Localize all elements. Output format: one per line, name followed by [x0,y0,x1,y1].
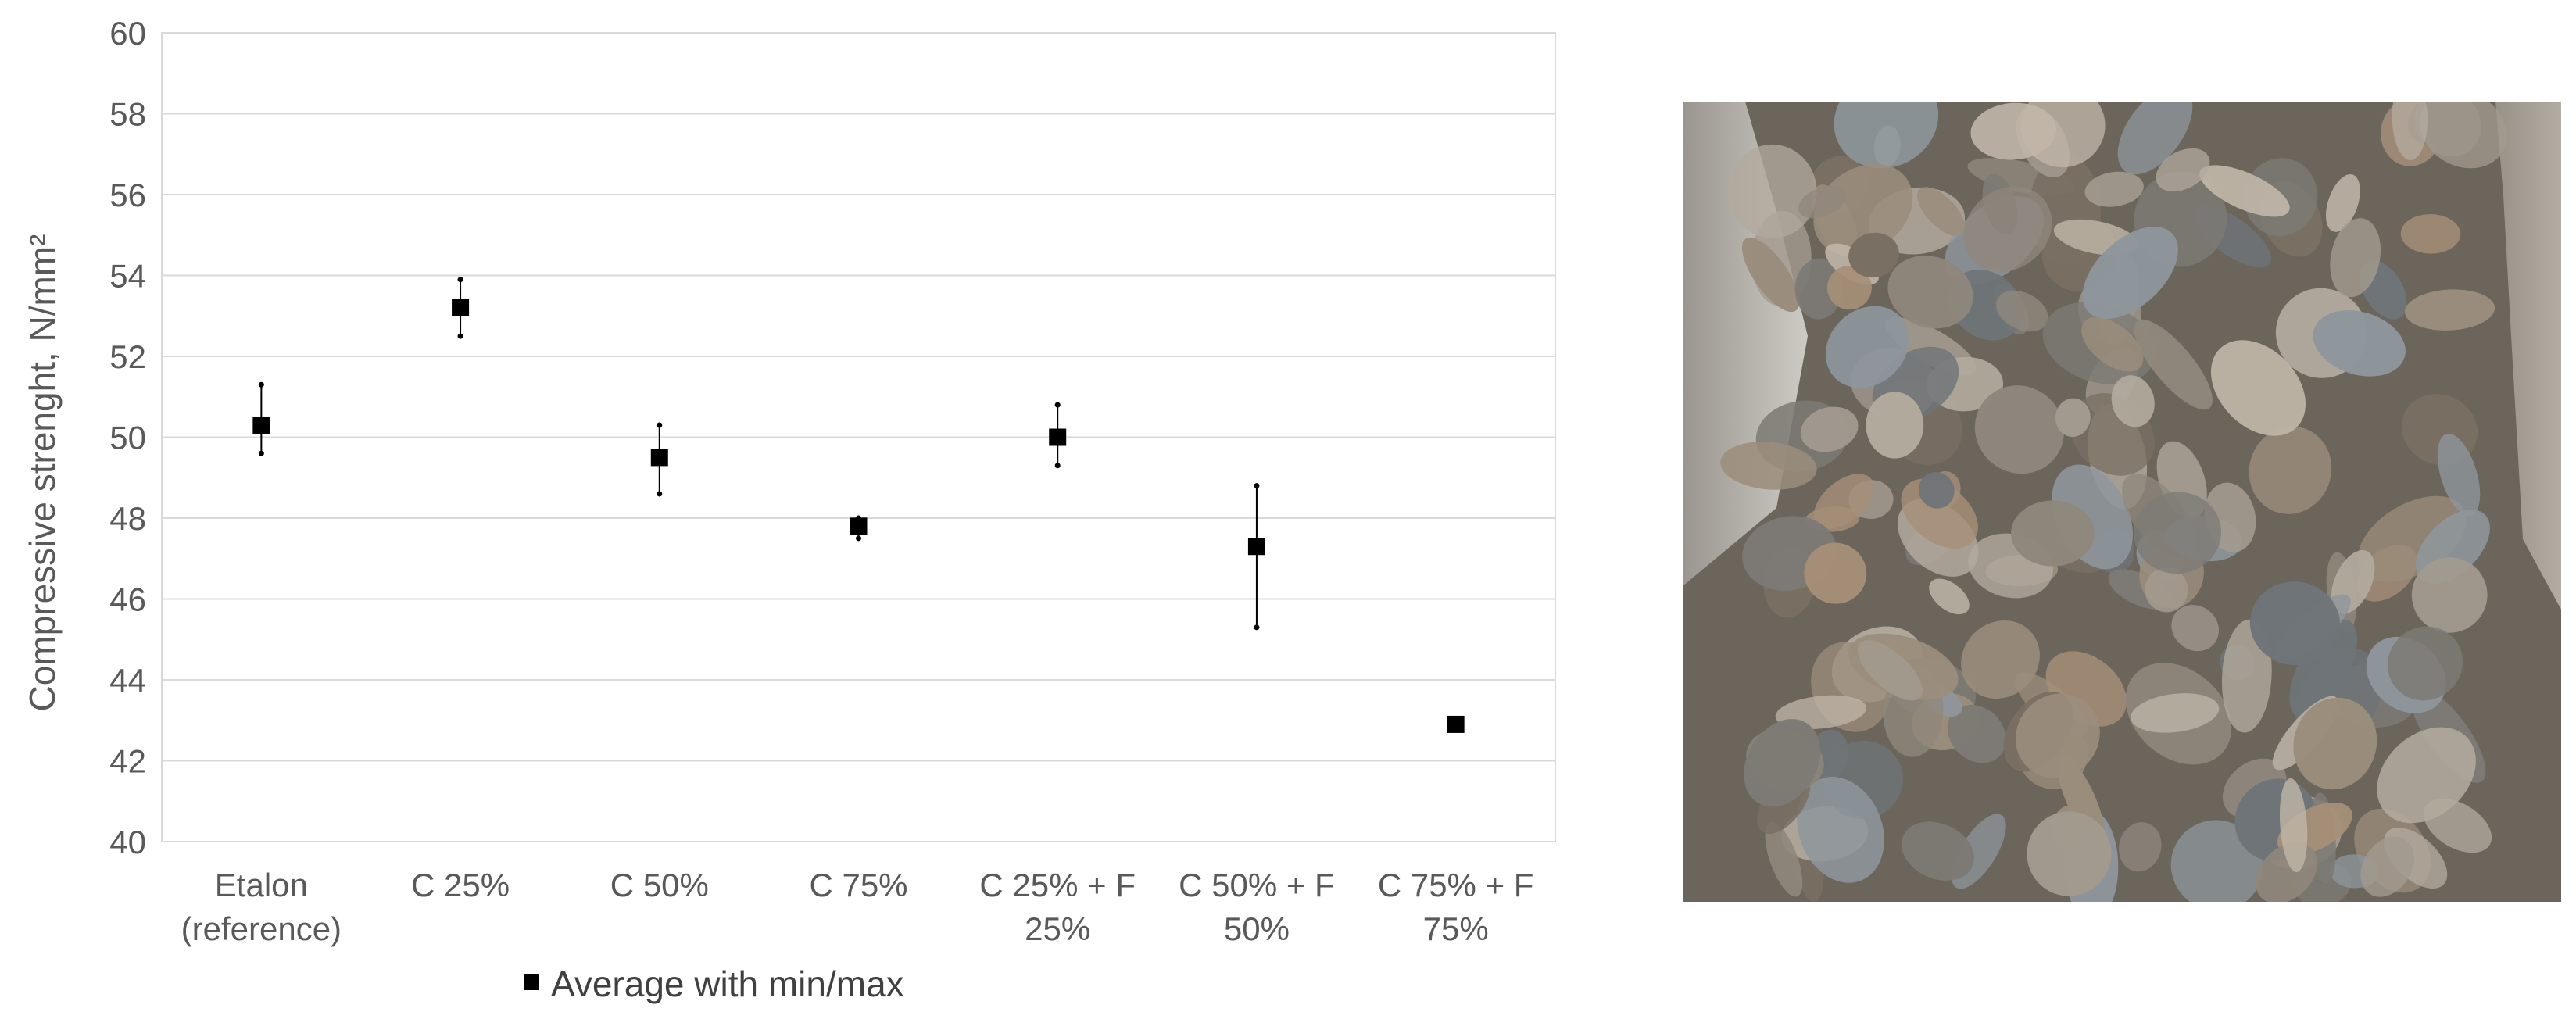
average-marker [252,416,270,434]
x-tick-label: C 50% + F 50% [1179,867,1335,947]
concrete-specimen-photo [1683,102,2561,902]
error-bar-min-cap [457,333,463,339]
legend-label: Average with min/max [551,964,904,1004]
data-point [1247,483,1265,631]
concrete-specimen-image [1683,102,2561,902]
y-tick-label: 52 [109,338,146,375]
average-marker [452,299,470,316]
average-marker [850,517,868,535]
y-tick-label: 56 [109,177,146,213]
error-bar-min-cap [258,450,264,456]
y-tick-label: 54 [109,258,146,295]
x-tick-label: C 25% + F 25% [979,867,1136,947]
x-tick-label: C 75% [809,867,907,903]
y-tick-label: 44 [109,662,146,699]
error-bar-max-cap [258,381,264,388]
error-bar-max-cap [657,422,663,428]
x-tick-label: Etalon (reference) [181,867,342,947]
legend-marker [524,974,539,990]
error-bar-max-cap [1054,402,1061,408]
error-bar-max-cap [457,277,463,283]
y-tick-label: 48 [109,500,146,537]
error-bar-max-cap [1254,483,1260,489]
y-tick-label: 58 [109,96,146,133]
error-bar-min-cap [657,491,663,497]
error-bar-min-cap [856,535,861,542]
y-tick-label: 60 [109,15,146,52]
data-point [850,515,868,542]
average-marker [650,449,668,467]
average-marker [1049,428,1067,446]
error-bar-min-cap [1054,463,1061,469]
x-tick-label: C 25% [411,867,510,903]
y-tick-label: 42 [109,743,146,780]
gridlines [161,32,1556,842]
y-tick-label: 46 [109,581,146,618]
error-bar-min-cap [1254,624,1260,631]
x-tick-label: C 75% + F 75% [1378,867,1534,947]
legend: Average with min/max [524,964,904,1004]
y-axis: 40 42 44 46 48 50 52 54 56 58 60 [109,15,146,860]
x-tick-label: C 50% [610,867,709,903]
data-point [1049,402,1067,469]
x-axis: Etalon (reference) C 25% C 50% C 75% C 25% + … [181,867,1534,947]
data-point [650,422,668,497]
data-point [252,381,270,456]
y-tick-label: 40 [109,824,146,860]
compressive-strength-chart: 40 42 44 46 48 50 52 54 56 58 60 Etalon (reference)… [22,15,1556,1004]
average-marker [1447,715,1465,733]
data-point [1447,715,1465,733]
data-marks [252,277,1465,733]
average-marker [1247,538,1265,556]
y-axis-title: Compressive strenght, N/mm² [22,234,63,712]
data-point [452,277,470,339]
y-tick-label: 50 [109,420,146,456]
